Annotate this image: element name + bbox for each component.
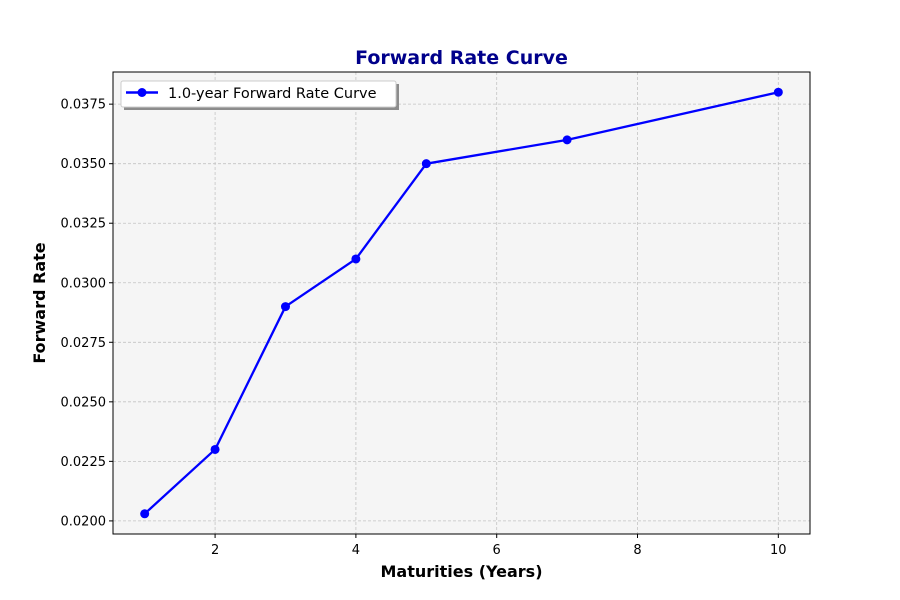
data-point [280,302,290,312]
data-point [562,135,572,145]
y-tick-label: 0.0300 [61,276,107,291]
data-point [351,254,361,264]
y-tick-label: 0.0350 [61,157,107,172]
x-tick-label: 4 [352,543,360,558]
y-tick-label: 0.0375 [61,98,107,113]
series-layer [140,87,783,519]
x-tick-label: 8 [633,543,641,558]
x-tick-label: 10 [770,543,787,558]
plot-frame [112,71,811,535]
legend-series-marker [137,88,147,97]
data-point [140,509,150,519]
legend-series-label: 1.0-year Forward Rate Curve [168,86,377,102]
y-tick-label: 0.0225 [61,455,107,470]
legend: 1.0-year Forward Rate Curve [120,80,399,110]
plot-area [113,72,810,534]
y-tick-label: 0.0325 [61,217,107,232]
data-point [421,159,431,169]
legend-box [120,80,397,108]
y-tick-label: 0.0275 [61,336,107,351]
data-point [773,87,783,97]
axis-ticks: 2 4 6 8 10 0.0200 0.0225 0.0250 0.0275 0.0300 0.03… [61,98,787,558]
y-axis-label: Forward Rate [30,242,49,363]
x-tick-label: 2 [211,543,219,558]
x-axis-label: Maturities (Years) [380,562,542,581]
y-tick-label: 0.0200 [61,514,107,529]
x-tick-label: 6 [493,543,501,558]
chart-title: Forward Rate Curve [355,47,568,69]
data-point [210,444,220,454]
y-tick-label: 0.0250 [61,395,107,410]
